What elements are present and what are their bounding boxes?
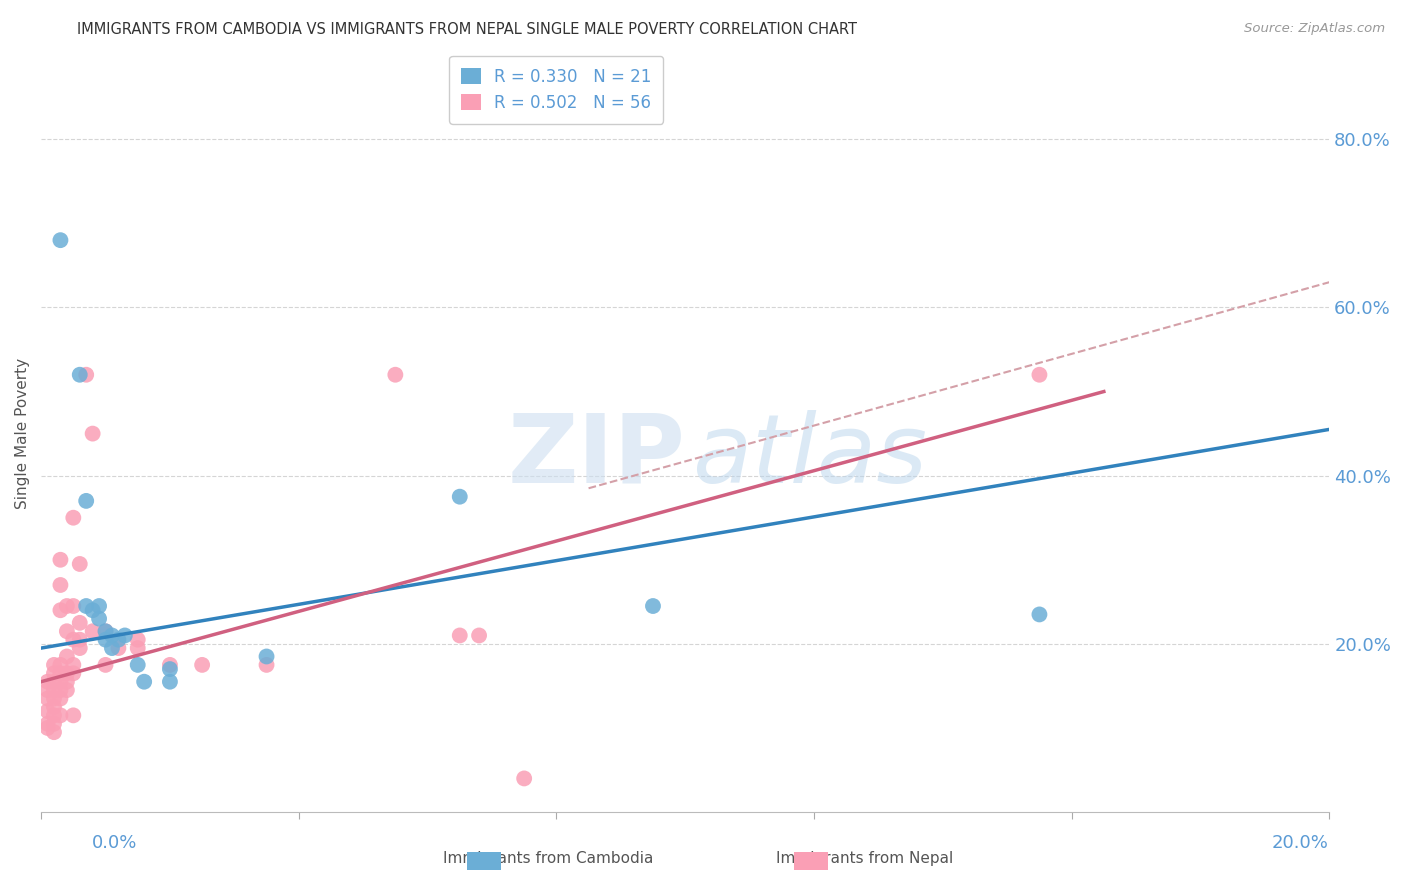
Point [107,641,129,656]
Point [42,708,65,723]
Point [42,700,65,714]
Point [127,657,149,672]
Text: Immigrants from Nepal: Immigrants from Nepal [776,851,953,865]
Point [256,649,278,664]
Point [42,674,65,689]
Point [56,683,79,698]
Point [159,657,181,672]
Point [101,641,124,656]
Text: Source: ZipAtlas.com: Source: ZipAtlas.com [1244,22,1385,36]
Point [384,368,406,382]
Text: 0.0%: 0.0% [91,834,136,852]
Text: ZIP: ZIP [508,409,685,503]
Point [191,657,214,672]
Point [69,557,91,571]
Point [62,510,84,524]
Point [449,628,471,642]
Point [37,683,59,698]
Point [69,368,91,382]
Point [94,657,117,672]
Text: Immigrants from Cambodia: Immigrants from Cambodia [443,851,654,865]
Point [75,599,97,613]
Point [468,628,491,642]
Point [42,725,65,739]
Point [94,624,117,639]
Point [513,772,536,786]
Point [62,666,84,681]
Point [49,657,72,672]
Point [87,612,110,626]
Point [82,426,104,441]
Point [127,641,149,656]
Point [37,721,59,735]
Point [56,674,79,689]
Point [37,716,59,731]
Point [82,603,104,617]
Point [62,708,84,723]
Point [159,674,181,689]
Point [37,674,59,689]
Point [49,603,72,617]
Point [75,494,97,508]
Point [159,662,181,676]
Point [56,599,79,613]
Point [134,674,156,689]
Text: 20.0%: 20.0% [1272,834,1329,852]
Point [114,628,136,642]
Point [42,657,65,672]
Point [49,666,72,681]
Point [42,691,65,706]
Legend: R = 0.330   N = 21, R = 0.502   N = 56: R = 0.330 N = 21, R = 0.502 N = 56 [450,56,664,124]
Point [256,657,278,672]
Point [127,632,149,647]
Point [75,368,97,382]
Point [42,683,65,698]
Point [62,657,84,672]
Point [449,490,471,504]
Point [107,632,129,647]
Point [49,674,72,689]
Point [42,716,65,731]
Point [69,641,91,656]
Point [1028,607,1050,622]
Point [49,683,72,698]
Point [101,628,124,642]
Point [62,632,84,647]
Point [641,599,664,613]
Point [82,624,104,639]
Point [56,666,79,681]
Point [49,578,72,592]
Point [69,615,91,630]
Point [69,632,91,647]
Point [1028,368,1050,382]
Point [37,704,59,718]
Point [56,649,79,664]
Point [49,233,72,247]
Point [49,691,72,706]
Point [37,691,59,706]
Point [62,599,84,613]
Point [56,624,79,639]
Point [49,708,72,723]
Point [42,666,65,681]
Point [94,624,117,639]
Text: IMMIGRANTS FROM CAMBODIA VS IMMIGRANTS FROM NEPAL SINGLE MALE POVERTY CORRELATIO: IMMIGRANTS FROM CAMBODIA VS IMMIGRANTS F… [77,22,858,37]
Y-axis label: Single Male Poverty: Single Male Poverty [15,358,30,509]
Point [94,632,117,647]
Text: atlas: atlas [692,409,927,503]
Point [87,599,110,613]
Point [49,553,72,567]
